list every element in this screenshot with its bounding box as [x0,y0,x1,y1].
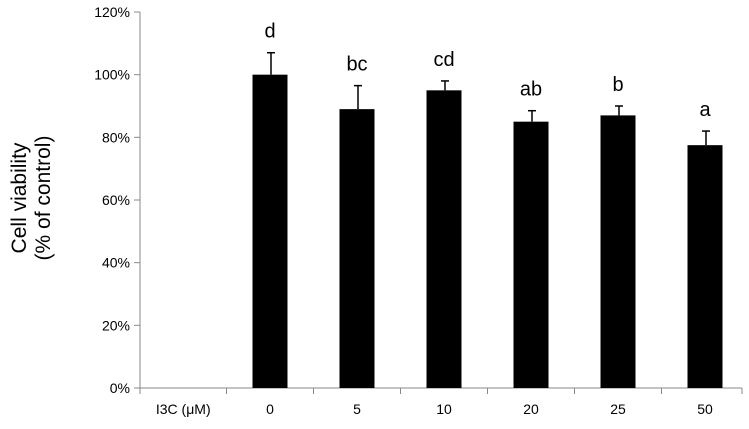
bar [600,115,636,389]
bars-group [252,74,723,389]
significance-label: ab [520,79,542,101]
bar [426,90,462,388]
significance-label: d [264,21,275,43]
y-axis-label-line-2: (% of control) [32,136,55,261]
significance-labels-group: d bc cd ab b a [264,21,711,121]
significance-label: cd [433,49,454,71]
bar [339,109,375,388]
x-tick-label: 10 [436,401,452,417]
y-tick-label: 80% [102,129,130,145]
y-axis-label-line-1: Cell viability [8,142,31,253]
x-tick-label: 25 [610,401,626,417]
bar [252,74,288,389]
y-axis-label: Cell viability (% of control) [8,136,55,261]
y-tick-label: 0% [110,380,130,396]
error-bars-group [267,51,710,146]
significance-label: bc [346,54,367,76]
y-tick-label: 20% [102,317,130,333]
x-tick-label: 20 [523,401,539,417]
x-axis: I3C (μM) 0 5 10 20 25 50 [139,387,743,417]
bar [513,121,549,389]
significance-label: b [612,74,623,96]
significance-label: a [699,99,711,121]
x-tick-label: 5 [353,401,361,417]
y-tick-label: 100% [94,67,130,83]
y-tick-label: 40% [102,255,130,271]
x-tick-label: 0 [266,401,274,417]
x-axis-header-label: I3C (μM) [156,401,211,417]
x-tick-label: 50 [697,401,713,417]
bar [687,145,723,388]
y-axis: 0% 20% 40% 60% 80% 100% 120% [94,4,141,396]
y-tick-label: 120% [94,4,130,20]
y-tick-label: 60% [102,192,130,208]
